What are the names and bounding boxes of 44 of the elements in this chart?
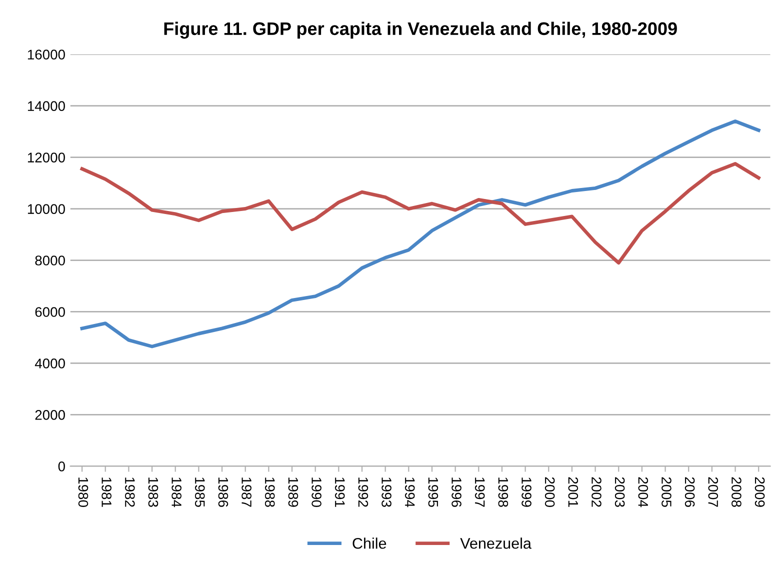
line-series [80,162,760,265]
chart-title: Figure 11. GDP per capita in Venezuela and Chile, 1980-2009 [164,22,677,39]
x-tick-label: 1986 [218,478,228,507]
x-tick-label: 1983 [148,478,158,507]
x-tick-label: 1994 [404,478,415,508]
y-tick-label: 8000 [35,256,65,266]
x-tick-label: 1987 [242,478,252,507]
x-tick-label: 2006 [684,477,695,507]
x-tick-label: 1981 [102,478,112,507]
x-tick-label: 1980 [78,478,88,507]
y-tick-label: 2000 [35,410,65,420]
x-tick-label: 2009 [754,477,765,507]
x-tick-label: 1999 [522,478,532,507]
x-tick-label: 1989 [288,478,298,507]
y-tick-label: 14000 [28,101,65,111]
x-tick-label: 1991 [334,478,345,507]
x-tick-label: 1985 [194,478,205,507]
legend-label: Chile [352,538,386,549]
line-series [80,120,760,348]
x-tick-label: 2001 [568,477,578,507]
x-tick-label: 1996 [452,478,462,507]
x-tick-label: 2004 [638,477,648,508]
y-tick-label: 10000 [28,204,65,214]
x-tick-label: 1990 [312,478,322,507]
y-tick-label: 12000 [28,152,65,162]
x-tick-label: 1982 [124,478,135,507]
y-tick-label: 0 [58,462,65,472]
x-tick-label: 1993 [382,478,392,507]
x-tick-label: 1992 [358,478,368,507]
x-tick-label: 1988 [264,478,275,507]
x-tick-label: 2008 [732,477,742,507]
x-tick-label: 2000 [544,477,555,507]
x-tick-label: 1997 [474,478,485,507]
x-tick-label: 2007 [708,477,718,507]
x-tick-label: 2005 [662,477,672,507]
y-tick-label: 4000 [34,358,65,368]
y-tick-label: 6000 [35,307,65,317]
x-tick-label: 1998 [498,478,508,507]
y-tick-label: 16000 [28,50,65,60]
x-tick-label: 2002 [592,477,602,507]
x-tick-label: 1984 [172,478,182,508]
x-tick-label: 2003 [614,477,625,507]
x-tick-label: 1995 [428,478,438,507]
legend-label: Venezuela [460,538,532,549]
